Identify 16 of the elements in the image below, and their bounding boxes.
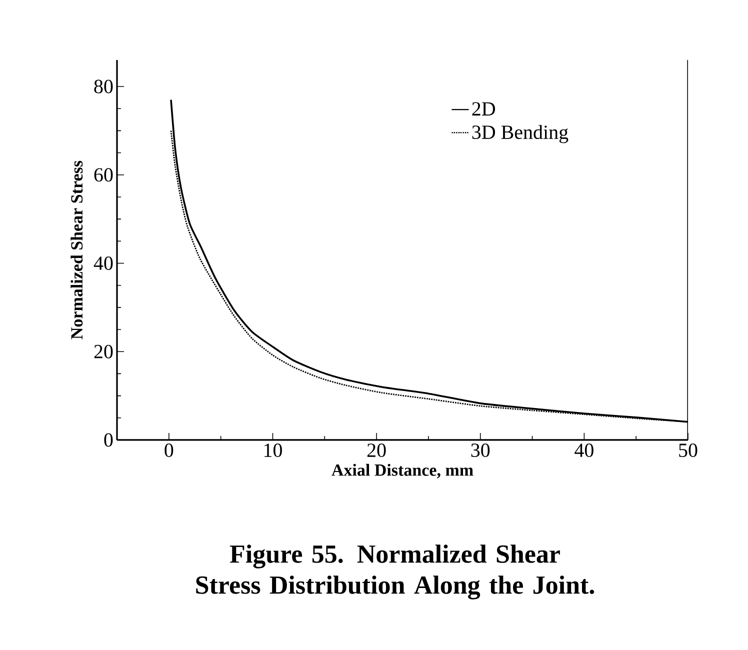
y-tick-label: 60: [94, 168, 113, 182]
y-tick-label: 80: [94, 80, 113, 94]
x-tick-label: 10: [264, 444, 282, 458]
y-tick-label: 40: [94, 256, 113, 270]
x-tick-label: 40: [574, 444, 594, 458]
x-tick-label: 30: [471, 444, 490, 458]
legend-label: 2D: [472, 102, 496, 116]
x-tick-label: 0: [164, 444, 174, 458]
legend-label: 3D Bending: [472, 124, 568, 144]
x-tick-label: 50: [679, 444, 698, 458]
y-axis-title: Normalized Shear Stress: [70, 160, 83, 340]
x-axis-title: Axial Distance, mm: [332, 464, 474, 478]
x-tick-label: 20: [367, 444, 386, 458]
text: Figure 55. Normalized Shear Stress Distribution Along the Joint.: [196, 544, 594, 600]
y-tick-label: 20: [94, 344, 113, 358]
y-tick-label: 0: [104, 433, 113, 447]
